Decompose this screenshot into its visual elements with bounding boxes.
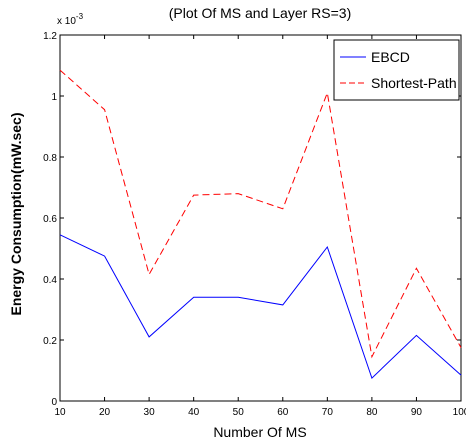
series-line-ebcd	[59, 234, 462, 380]
y-tick-label: 0.4	[43, 275, 57, 286]
x-axis-label: Number Of MS	[213, 424, 306, 440]
x-tick-label: 80	[366, 407, 378, 418]
x-tick-label: 30	[144, 407, 156, 418]
y-tick-label: 0.2	[43, 336, 57, 347]
x-tick-label: 60	[277, 407, 289, 418]
y-tick-label: 0.8	[43, 153, 57, 164]
y-tick-label: 0.6	[43, 214, 57, 225]
legend-label-shortest-path: Shortest-Path	[371, 75, 457, 91]
x-tick-label: 20	[99, 407, 111, 418]
series-line-shortest-path	[59, 69, 462, 359]
x-tick-label: 90	[411, 407, 423, 418]
y-tick-label: 0	[51, 397, 57, 408]
y-axis-label: Energy Consumption(mW.sec)	[8, 112, 24, 315]
y-tick-label: 1	[51, 92, 57, 103]
legend-label-ebcd: EBCD	[371, 49, 410, 65]
y-multiplier-exponent: -3	[76, 12, 84, 21]
x-tick-label: 10	[54, 407, 66, 418]
chart-title: (Plot Of MS and Layer RS=3)	[169, 5, 351, 21]
x-tick-label: 70	[322, 407, 334, 418]
y-tick-label: 1.2	[43, 31, 57, 42]
x-tick-label: 40	[188, 407, 200, 418]
plot-area: 10 20 30 40 50 60 70 80 90 100 0 0.2 0.4 0.6 0.8 1 1.2	[43, 31, 466, 418]
x-tick-label: 50	[233, 407, 245, 418]
legend-box	[333, 39, 460, 101]
y-multiplier: x 10-3	[57, 12, 84, 27]
legend: EBCD Shortest-Path	[333, 39, 460, 101]
x-tick-label: 100	[453, 407, 466, 418]
